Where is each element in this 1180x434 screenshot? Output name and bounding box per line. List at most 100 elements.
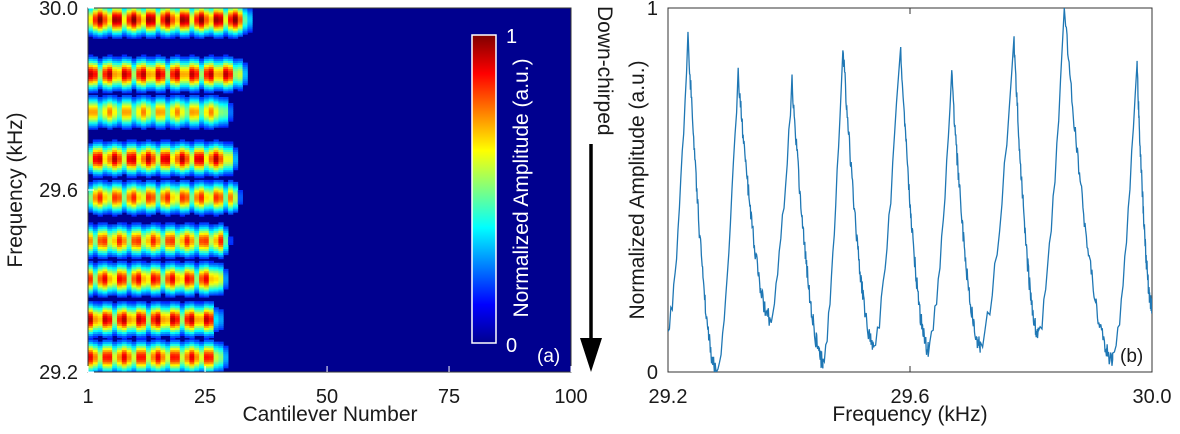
heatmap-cell bbox=[121, 181, 128, 185]
heatmap-cell bbox=[116, 339, 123, 343]
heatmap-cell bbox=[88, 319, 94, 322]
heatmap-cell bbox=[199, 66, 205, 70]
heatmap-cell bbox=[208, 347, 214, 351]
heatmap-cell bbox=[145, 307, 152, 310]
heatmap-cell bbox=[199, 236, 205, 239]
heatmap-cell bbox=[155, 343, 161, 347]
heatmap-cell bbox=[136, 153, 142, 157]
heatmap-cell bbox=[174, 149, 181, 152]
heatmap-cell bbox=[165, 252, 171, 256]
heatmap-cell bbox=[165, 30, 171, 33]
heatmap-cell bbox=[213, 327, 219, 330]
heatmap-cell bbox=[208, 194, 214, 197]
heatmap-cell bbox=[203, 62, 210, 66]
heatmap-cell bbox=[136, 208, 142, 211]
heatmap-cell bbox=[97, 365, 103, 369]
heatmap-cell bbox=[213, 319, 219, 322]
heatmap-cell bbox=[203, 266, 210, 270]
heatmap-cell bbox=[174, 355, 181, 359]
heatmap-cell bbox=[97, 181, 103, 185]
heatmap-cell bbox=[88, 222, 94, 225]
heatmap-cell bbox=[160, 313, 166, 316]
heatmap-cell bbox=[199, 363, 205, 367]
heatmap-cell bbox=[88, 198, 94, 201]
heatmap-cell bbox=[88, 365, 94, 369]
heatmap-cell bbox=[116, 317, 123, 320]
heatmap-cell bbox=[165, 70, 171, 74]
heatmap-cell bbox=[194, 345, 200, 349]
heatmap-cell bbox=[88, 181, 94, 185]
heatmap-cell bbox=[102, 101, 108, 104]
heatmap-cell bbox=[102, 96, 108, 100]
heatmap-cell bbox=[121, 224, 128, 227]
heatmap-cell bbox=[126, 58, 132, 61]
heatmap-cell bbox=[107, 238, 113, 241]
heatmap-cell bbox=[213, 317, 219, 320]
heatmap-cell bbox=[112, 224, 118, 227]
heatmap-cell bbox=[116, 349, 123, 353]
heatmap-cell bbox=[184, 187, 190, 191]
heatmap-cell bbox=[208, 181, 214, 185]
heatmap-cell bbox=[102, 355, 108, 359]
heatmap-cell bbox=[121, 268, 128, 272]
heatmap-cell bbox=[107, 18, 113, 21]
heatmap-cell bbox=[145, 268, 152, 272]
heatmap-cell bbox=[131, 34, 137, 37]
heatmap-cell bbox=[107, 248, 113, 252]
heatmap-cell bbox=[141, 240, 147, 243]
heatmap-cell bbox=[126, 276, 132, 280]
heatmap-cell bbox=[88, 70, 94, 74]
heatmap-cell bbox=[170, 367, 176, 371]
heatmap-cell bbox=[107, 363, 113, 367]
heatmap-cell bbox=[121, 68, 128, 72]
heatmap-cell bbox=[184, 99, 190, 102]
heatmap-cell bbox=[174, 319, 181, 322]
heatmap-cell bbox=[184, 72, 190, 76]
heatmap-cell bbox=[97, 123, 103, 126]
heatmap-cell bbox=[112, 141, 118, 144]
heatmap-cell bbox=[88, 317, 94, 320]
heatmap-cell bbox=[213, 34, 219, 37]
heatmap-cell bbox=[165, 107, 171, 110]
heatmap-cell bbox=[102, 270, 108, 274]
heatmap-cell bbox=[150, 194, 157, 197]
heatmap-cell bbox=[141, 107, 147, 110]
heatmap-cell bbox=[150, 159, 157, 163]
heatmap-cell bbox=[88, 105, 94, 108]
heatmap-cell bbox=[145, 175, 152, 179]
heatmap-cell bbox=[170, 311, 176, 314]
heatmap-cell bbox=[112, 192, 118, 195]
heatmap-cell bbox=[199, 347, 205, 351]
heatmap-cell bbox=[174, 281, 181, 284]
heatmap-cell bbox=[88, 14, 94, 17]
heatmap-cell bbox=[88, 190, 94, 193]
heatmap-cell bbox=[174, 353, 181, 357]
heatmap-cell bbox=[150, 125, 157, 128]
heatmap-cell bbox=[232, 84, 239, 88]
heatmap-cell bbox=[88, 264, 94, 268]
heatmap-cell bbox=[102, 266, 108, 270]
heatmap-cell bbox=[145, 163, 152, 167]
heatmap-cell bbox=[194, 18, 200, 21]
heatmap-cell bbox=[165, 62, 171, 66]
heatmap-cell bbox=[121, 345, 128, 349]
heatmap-cell bbox=[194, 226, 200, 229]
heatmap-cell bbox=[141, 301, 147, 304]
heatmap-cell bbox=[223, 96, 229, 100]
heatmap-cell bbox=[160, 185, 166, 189]
heatmap-cell bbox=[107, 230, 113, 233]
heatmap-cell bbox=[97, 289, 103, 292]
heatmap-cell bbox=[189, 84, 195, 88]
heatmap-cell bbox=[88, 96, 94, 100]
heatmap-cell bbox=[145, 76, 152, 80]
heatmap-cell bbox=[213, 238, 219, 241]
heatmap-cell bbox=[150, 143, 157, 146]
heatmap-cell bbox=[150, 88, 157, 92]
heatmap-cell bbox=[165, 301, 171, 304]
heatmap-cell bbox=[131, 143, 137, 146]
heatmap-cell bbox=[112, 254, 118, 258]
heatmap-cell bbox=[213, 151, 219, 154]
heatmap-cell bbox=[126, 185, 132, 189]
heatmap-cell bbox=[121, 248, 128, 252]
heatmap-cell bbox=[141, 173, 147, 177]
